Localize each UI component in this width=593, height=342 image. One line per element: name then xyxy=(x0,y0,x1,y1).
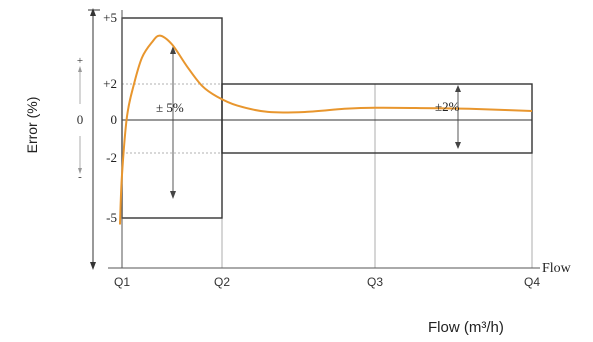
zone-low-flow-label: ± 5% xyxy=(156,100,184,115)
sign-arrow-down-icon xyxy=(78,168,82,174)
y-axis-title: Error (%) xyxy=(24,97,40,154)
arrow-low-zone-up-icon xyxy=(170,46,176,54)
arrow-high-zone-down-icon xyxy=(455,142,461,149)
sign-minus-label: - xyxy=(78,171,82,183)
x-tick-label: Q4 xyxy=(524,275,540,289)
x-tick-label: Q3 xyxy=(367,275,383,289)
sign-plus-label: + xyxy=(77,55,83,67)
zone-high-flow-box xyxy=(221,83,533,154)
zone-high-flow-label: ±2% xyxy=(435,99,460,114)
y-tick-label: 0 xyxy=(111,112,118,127)
x-axis-title: Flow (m³/h) xyxy=(428,319,504,336)
y-tick-label: -5 xyxy=(106,210,117,225)
y-tick-label: +5 xyxy=(103,10,117,25)
y-tick-label: -2 xyxy=(106,150,117,165)
error-curve xyxy=(119,34,533,225)
arrow-high-zone-up-icon xyxy=(455,85,461,92)
x-tick-label: Q1 xyxy=(114,275,130,289)
error-curve-line xyxy=(119,34,533,225)
side-arrow-down-icon xyxy=(90,262,96,270)
axes xyxy=(78,8,540,270)
tolerance-arrows xyxy=(170,46,461,199)
sign-arrow-up-icon xyxy=(78,66,82,72)
y-tick-label: +2 xyxy=(103,76,117,91)
x-axis-end-label: Flow xyxy=(542,261,572,276)
tolerance-frame xyxy=(121,17,533,219)
zone-low-flow-box xyxy=(121,17,223,219)
arrow-low-zone-down-icon xyxy=(170,191,176,199)
x-tick-label: Q2 xyxy=(214,275,230,289)
sign-zero-label: 0 xyxy=(77,112,84,127)
side-arrow-up-icon xyxy=(90,8,96,16)
